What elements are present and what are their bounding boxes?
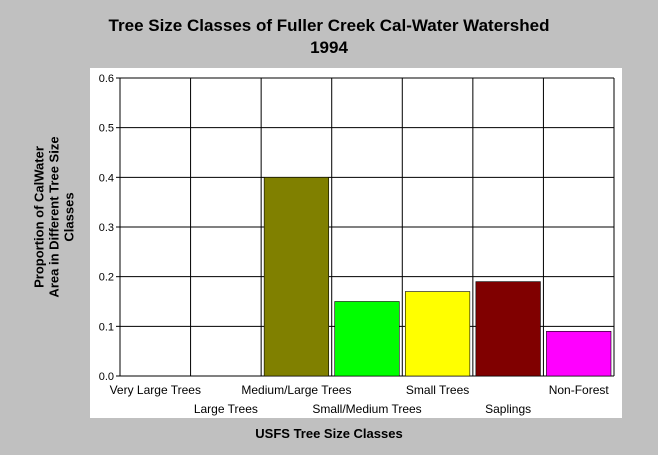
x-axis-label: USFS Tree Size Classes — [255, 426, 403, 441]
x-tick-label: Saplings — [485, 402, 531, 416]
bar — [475, 281, 541, 377]
y-tick-label: 0.1 — [99, 321, 114, 333]
chart-subtitle: 1994 — [310, 38, 348, 57]
x-tick-label: Small Trees — [406, 383, 469, 397]
y-tick-label: 0.4 — [99, 172, 114, 184]
x-tick-label: Small/Medium Trees — [312, 402, 421, 416]
x-tick-label: Very Large Trees — [110, 383, 201, 397]
y-axis-label: Proportion of CalWater Area in Different… — [32, 97, 77, 337]
bar — [334, 301, 400, 377]
plot-panel: 0.0 0.1 0.2 0.3 0.4 0.5 0.6 Very Large Trees Lar… — [90, 68, 622, 418]
bar — [404, 291, 471, 377]
y-tick-label: 0.6 — [99, 73, 114, 85]
bar — [263, 177, 330, 377]
bar-chart: 0.0 0.1 0.2 0.3 0.4 0.5 0.6 Very Large Trees Lar… — [99, 73, 615, 416]
y-tick-label: 0.3 — [99, 222, 114, 234]
x-tick-label: Large Trees — [194, 402, 258, 416]
x-tick-label: Medium/Large Trees — [241, 383, 351, 397]
y-tick-label: 0.2 — [99, 272, 114, 284]
chart-title: Tree Size Classes of Fuller Creek Cal-Wa… — [108, 16, 550, 35]
bar — [546, 330, 612, 377]
y-axis-label-line-2: Area in Different Tree Size — [46, 136, 62, 298]
y-axis-label-line-1: Proportion of CalWater — [31, 146, 47, 288]
y-axis-label-line-3: Classes — [61, 192, 77, 242]
y-tick-label: 0.5 — [99, 123, 114, 135]
y-tick-label: 0.0 — [99, 371, 114, 383]
x-tick-label: Non-Forest — [549, 383, 610, 397]
